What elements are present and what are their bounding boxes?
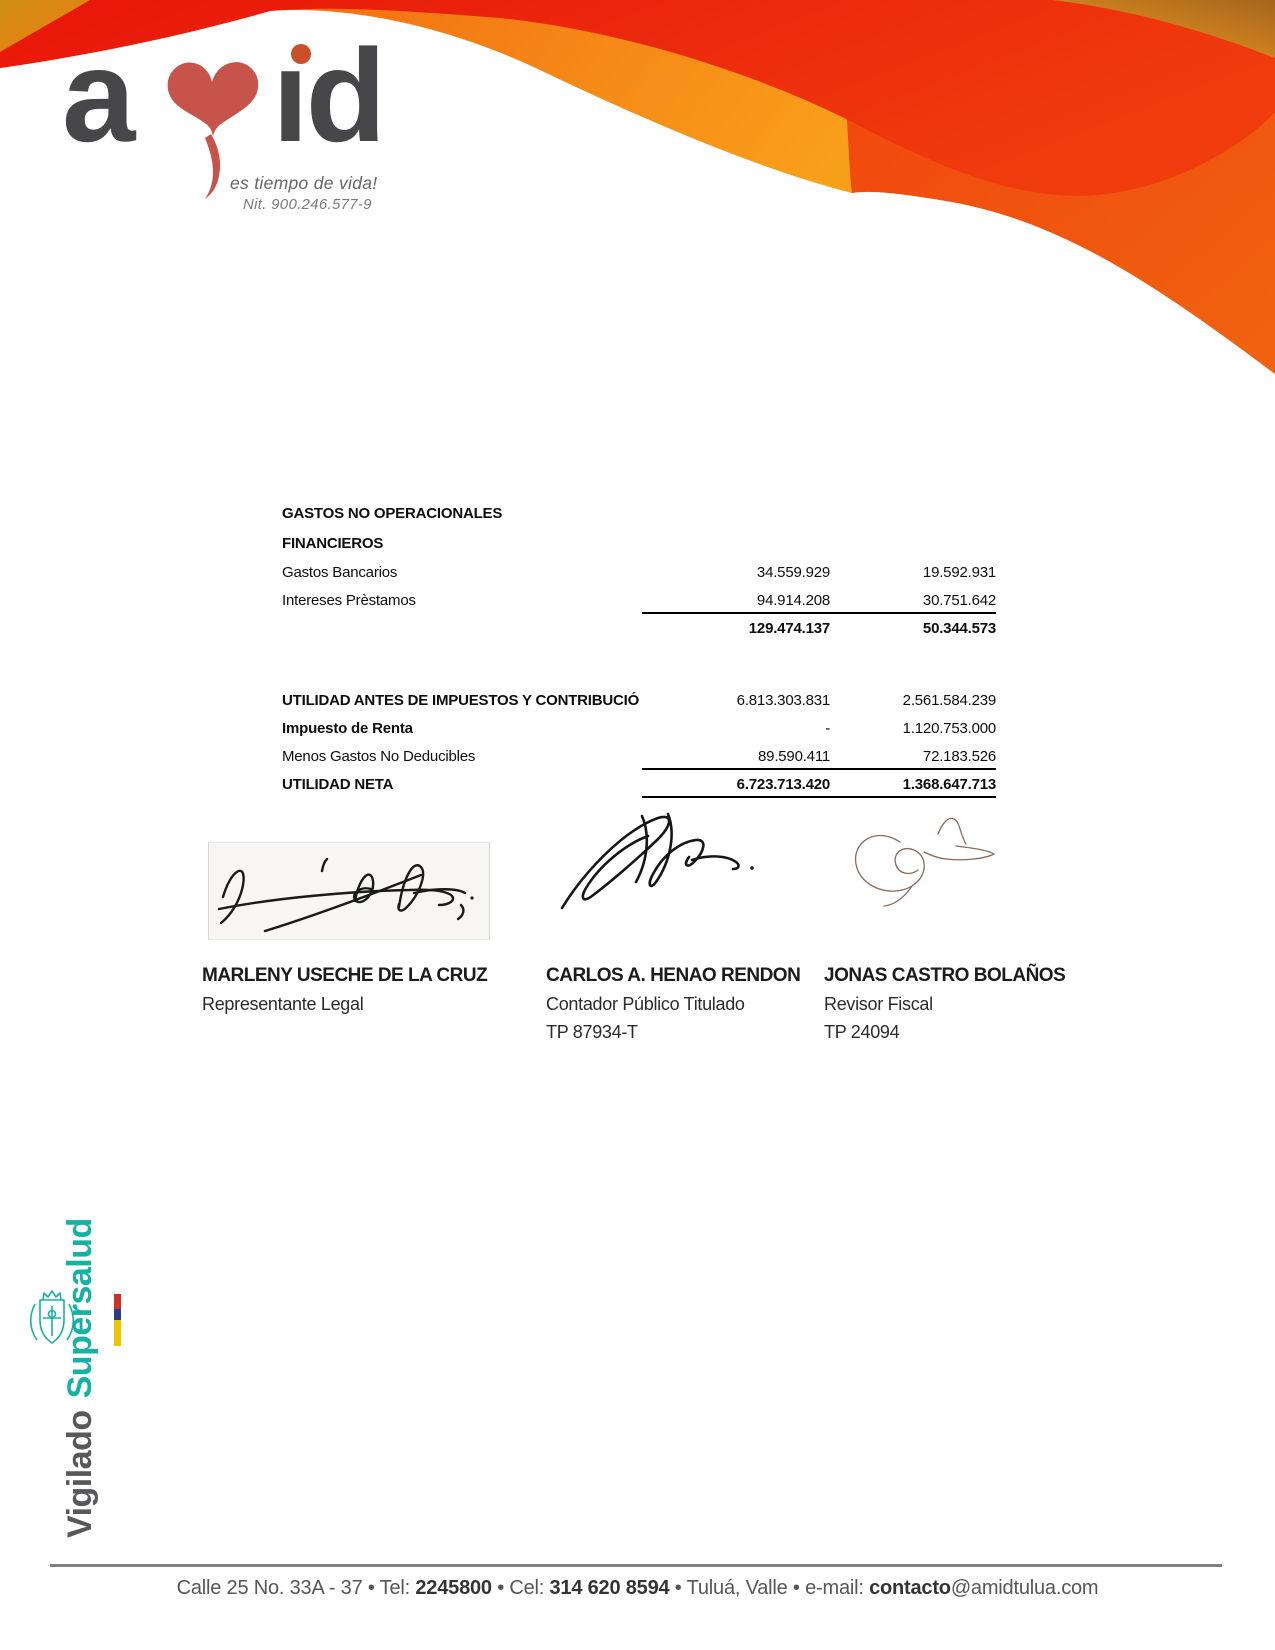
footer-bold-part: contacto bbox=[869, 1577, 951, 1599]
swoosh-red-main bbox=[0, 0, 1275, 196]
table-row: Menos Gastos No Deducibles 89.590.411 72.1… bbox=[282, 742, 996, 770]
row-label: UTILIDAD ANTES DE IMPUESTOS Y CONTRIBUCI… bbox=[282, 691, 640, 709]
row-value-col2: 1.120.753.000 bbox=[902, 719, 997, 737]
footer-part: @amidtulua.com bbox=[950, 1577, 1099, 1599]
row-value-col2: 2.561.584.239 bbox=[902, 691, 997, 709]
footer-part: • Tuluá, Valle • e-mail: bbox=[669, 1577, 870, 1599]
logo-i-dot-icon bbox=[291, 44, 311, 64]
signatory-title: Revisor Fiscal bbox=[824, 994, 933, 1014]
row-label: UTILIDAD NETA bbox=[282, 775, 394, 793]
footer-part: • Cel: bbox=[491, 1577, 550, 1599]
financial-statement: GASTOS NO OPERACIONALES FINANCIEROS Gast… bbox=[282, 498, 996, 798]
signature-image-marleny bbox=[208, 842, 490, 940]
vigilado-supersalud-watermark: Vigilado Supersalud bbox=[58, 1218, 102, 1538]
supersalud-label: Supersalud bbox=[61, 1218, 99, 1399]
signature-image-carlos bbox=[550, 808, 785, 918]
footer-rule bbox=[50, 1564, 1222, 1567]
footer-bold-part: 2245800 bbox=[415, 1577, 492, 1599]
table-row: Gastos Bancarios 34.559.929 19.592.931 bbox=[282, 558, 996, 586]
table-row bbox=[282, 642, 996, 664]
signatory-name: MARLENY USECHE DE LA CRUZ bbox=[202, 965, 488, 986]
row-value-col1: 89.590.411 bbox=[758, 747, 830, 765]
section-title: FINANCIEROS bbox=[282, 534, 384, 552]
signatory-tp: TP 87934-T bbox=[546, 1022, 638, 1042]
row-value-col1: - bbox=[825, 719, 830, 737]
colombia-flag-icon bbox=[114, 1294, 121, 1346]
row-value-col1: 6.813.303.831 bbox=[736, 691, 831, 709]
row-label: Impuesto de Renta bbox=[282, 719, 413, 737]
logo-letters-id: ıd bbox=[272, 22, 386, 169]
table-rule bbox=[642, 768, 996, 770]
table-row: Impuesto de Renta - 1.120.753.000 bbox=[282, 714, 996, 742]
logo-letter-a: a bbox=[62, 22, 135, 169]
table-rule bbox=[642, 796, 996, 798]
table-row: 129.474.137 50.344.573 bbox=[282, 614, 996, 642]
brand-nit: Nit. 900.246.577-9 bbox=[243, 196, 372, 213]
row-value-col2: 19.592.931 bbox=[922, 563, 996, 581]
row-value-col1: 94.914.208 bbox=[756, 591, 830, 609]
signatory-block: MARLENY USECHE DE LA CRUZ Representante … bbox=[202, 964, 488, 1016]
row-value-col1: 34.559.929 bbox=[756, 563, 830, 581]
row-label: Menos Gastos No Deducibles bbox=[282, 747, 476, 765]
signature-image-jonas bbox=[842, 812, 1007, 912]
table-row: Intereses Prèstamos 94.914.208 30.751.642 bbox=[282, 586, 996, 614]
row-label: Gastos Bancarios bbox=[282, 563, 398, 581]
row-value-col1: 6.723.713.420 bbox=[736, 775, 831, 793]
row-value-col2: 72.183.526 bbox=[922, 747, 996, 765]
signatory-block: CARLOS A. HENAO RENDON Contador Público … bbox=[546, 964, 801, 1044]
signatory-title: Representante Legal bbox=[202, 994, 364, 1014]
table-row: UTILIDAD NETA 6.723.713.420 1.368.647.713 bbox=[282, 770, 996, 798]
supersalud-crest-icon bbox=[29, 1290, 75, 1344]
table-row bbox=[282, 664, 996, 686]
vigilado-label: Vigilado bbox=[61, 1410, 99, 1538]
statement-table-body: Gastos Bancarios 34.559.929 19.592.931 Inte… bbox=[282, 558, 996, 798]
table-rule bbox=[642, 612, 996, 614]
signatory-name: JONAS CASTRO BOLAÑOS bbox=[824, 965, 1066, 986]
signatory-name: CARLOS A. HENAO RENDON bbox=[546, 965, 801, 986]
row-value-col2: 50.344.573 bbox=[922, 619, 996, 637]
signatory-tp: TP 24094 bbox=[824, 1022, 900, 1042]
brand-tagline: es tiempo de vida! bbox=[230, 173, 378, 193]
swoosh-corner-streak bbox=[1052, 0, 1275, 58]
row-value-col2: 1.368.647.713 bbox=[902, 775, 997, 793]
signatory-title: Contador Público Titulado bbox=[546, 994, 745, 1014]
footer-contact-line: Calle 25 No. 33A - 37 • Tel: 2245800 • C… bbox=[0, 1577, 1275, 1600]
row-value-col1: 129.474.137 bbox=[748, 619, 830, 637]
footer-part: Calle 25 No. 33A - 37 • Tel: bbox=[176, 1577, 416, 1599]
heart-icon bbox=[167, 62, 259, 199]
row-value-col2: 30.751.642 bbox=[922, 591, 996, 609]
signatory-block: JONAS CASTRO BOLAÑOS Revisor Fiscal TP 2… bbox=[824, 964, 1066, 1044]
section-title: GASTOS NO OPERACIONALES bbox=[282, 504, 503, 522]
footer-bold-part: 314 620 8594 bbox=[549, 1577, 670, 1599]
swoosh-corner-triangle bbox=[0, 0, 90, 52]
row-label: Intereses Prèstamos bbox=[282, 591, 416, 609]
top-swoosh-graphic bbox=[0, 0, 1275, 374]
table-row: UTILIDAD ANTES DE IMPUESTOS Y CONTRIBUCI… bbox=[282, 686, 996, 714]
